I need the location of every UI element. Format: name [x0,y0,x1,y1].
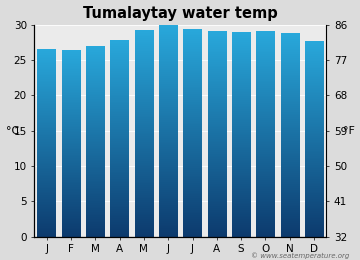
Y-axis label: °C: °C [5,126,19,136]
Y-axis label: °F: °F [343,126,355,136]
Title: Tumalaytay water temp: Tumalaytay water temp [83,5,278,21]
Text: © www.seatemperature.org: © www.seatemperature.org [251,252,349,259]
